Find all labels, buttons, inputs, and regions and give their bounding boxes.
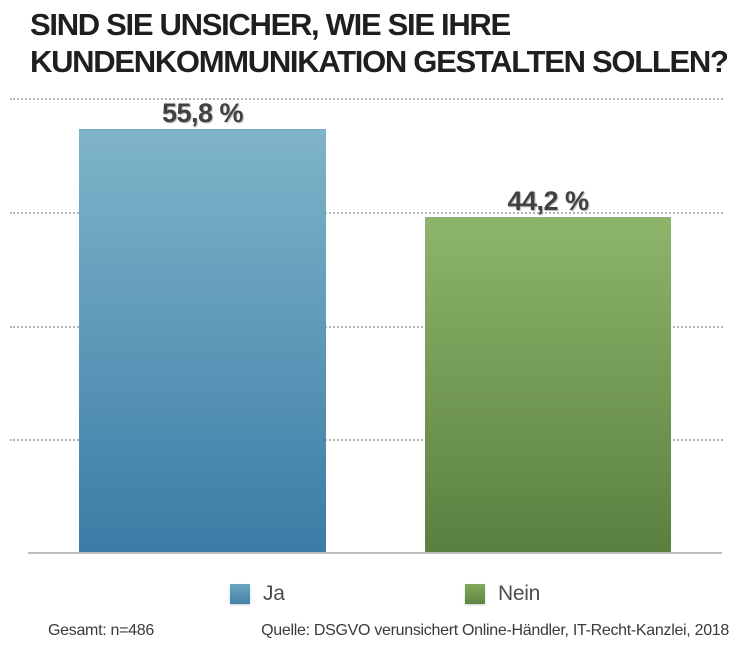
bar-ja [79,128,326,553]
source-note: Quelle: DSGVO verunsichert Online-Händle… [261,622,729,639]
gridline [10,211,723,214]
legend-label: Nein [498,582,540,605]
sample-size-note: Gesamt: n=486 [48,622,154,639]
chart-title: SIND SIE UNSICHER, WIE SIE IHRE KUNDENKO… [30,7,729,79]
gridline [10,98,723,100]
bar-value-label: 55,8 % [161,97,244,128]
legend-swatch-nein [465,584,485,604]
bar-value-label: 44,2 % [507,185,589,216]
gridline [10,439,723,442]
legend-item-ja: Ja [230,582,285,606]
gridline [10,325,723,328]
legend: Ja Nein [0,582,747,608]
legend-swatch-ja [230,584,250,604]
x-axis-baseline [28,552,722,554]
bar-nein [425,216,671,553]
legend-item-nein: Nein [465,582,540,606]
legend-label: Ja [263,582,285,605]
